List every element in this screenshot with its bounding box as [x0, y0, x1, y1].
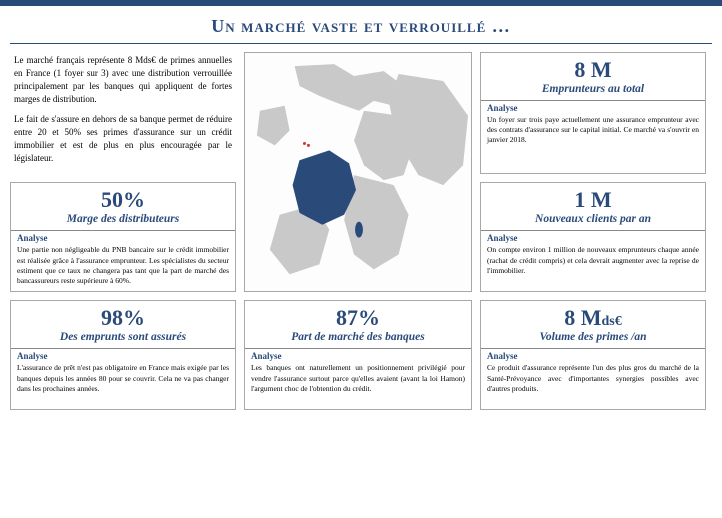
analyse-label: Analyse — [481, 348, 705, 361]
card-marge: 50% Marge des distributeurs Analyse Une … — [10, 182, 236, 292]
content-grid: Le marché français représente 8 Mds€ de … — [0, 52, 722, 410]
page-title: Un marché vaste et verrouillé … — [0, 6, 722, 43]
intro-text: Le marché français représente 8 Mds€ de … — [10, 52, 236, 174]
analyse-text: Un foyer sur trois paye actuellement une… — [481, 113, 705, 150]
stat-block: 1 M Nouveaux clients par an — [481, 183, 705, 227]
stat-value-main: 8 M — [564, 305, 601, 330]
stat-value: 50% — [15, 189, 231, 211]
page: Un marché vaste et verrouillé … Le march… — [0, 0, 722, 518]
stat-value: 1 M — [485, 189, 701, 211]
analyse-text: On compte environ 1 million de nouveaux … — [481, 243, 705, 280]
intro-p2: Le fait de s'assure en dehors de sa banq… — [14, 113, 232, 165]
card-emprunteurs: 8 M Emprunteurs au total Analyse Un foye… — [480, 52, 706, 174]
analyse-text: L'assurance de prêt n'est pas obligatoir… — [11, 361, 235, 398]
card-assures: 98% Des emprunts sont assurés Analyse L'… — [10, 300, 236, 410]
stat-value: 87% — [249, 307, 467, 329]
analyse-label: Analyse — [11, 348, 235, 361]
stat-subtitle: Part de marché des banques — [249, 331, 467, 343]
stat-value: 98% — [15, 307, 231, 329]
analyse-label: Analyse — [481, 100, 705, 113]
stat-value: 8 Mds€ — [485, 307, 701, 329]
stat-subtitle: Marge des distributeurs — [15, 213, 231, 225]
stat-subtitle: Des emprunts sont assurés — [15, 331, 231, 343]
card-volume: 8 Mds€ Volume des primes /an Analyse Ce … — [480, 300, 706, 410]
europe-map — [244, 52, 472, 292]
stat-value: 8 M — [485, 59, 701, 81]
map-svg — [245, 53, 471, 291]
analyse-text: Une partie non négligeable du PNB bancai… — [11, 243, 235, 291]
analyse-text: Ce produit d'assurance représente l'un d… — [481, 361, 705, 398]
stat-value-unit: ds€ — [602, 314, 622, 329]
card-part-banques: 87% Part de marché des banques Analyse L… — [244, 300, 472, 410]
analyse-text: Les banques ont naturellement un positio… — [245, 361, 471, 398]
analyse-label: Analyse — [11, 230, 235, 243]
title-rule — [10, 43, 712, 44]
stat-block: 87% Part de marché des banques — [245, 301, 471, 345]
analyse-label: Analyse — [245, 348, 471, 361]
stat-subtitle: Nouveaux clients par an — [485, 213, 701, 225]
stat-block: 98% Des emprunts sont assurés — [11, 301, 235, 345]
stat-subtitle: Emprunteurs au total — [485, 83, 701, 95]
stat-subtitle: Volume des primes /an — [485, 331, 701, 343]
stat-block: 8 M Emprunteurs au total — [481, 53, 705, 97]
card-nouveaux: 1 M Nouveaux clients par an Analyse On c… — [480, 182, 706, 292]
stat-block: 50% Marge des distributeurs — [11, 183, 235, 227]
analyse-label: Analyse — [481, 230, 705, 243]
intro-p1: Le marché français représente 8 Mds€ de … — [14, 54, 232, 106]
stat-block: 8 Mds€ Volume des primes /an — [481, 301, 705, 345]
